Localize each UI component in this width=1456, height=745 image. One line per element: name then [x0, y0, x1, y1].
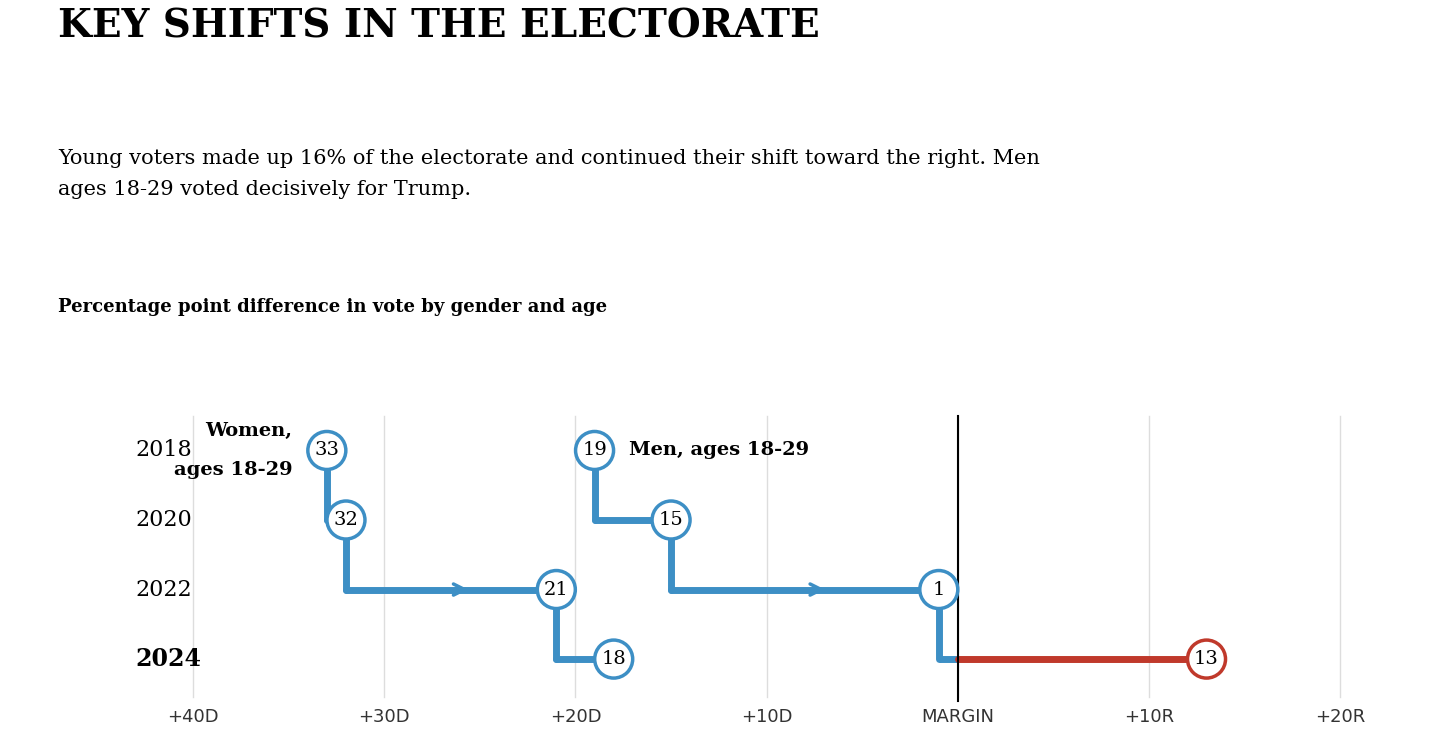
Text: 1: 1	[933, 580, 945, 598]
Text: 2020: 2020	[135, 509, 192, 531]
Ellipse shape	[594, 640, 633, 678]
Text: Women,: Women,	[205, 422, 293, 440]
Text: +40D: +40D	[167, 708, 218, 726]
Ellipse shape	[920, 571, 958, 609]
Text: Young voters made up 16% of the electorate and continued their shift toward the : Young voters made up 16% of the electora…	[58, 149, 1040, 199]
Text: +10D: +10D	[741, 708, 792, 726]
Text: MARGIN: MARGIN	[922, 708, 994, 726]
Text: +20R: +20R	[1315, 708, 1366, 726]
Ellipse shape	[575, 431, 613, 469]
Text: ages 18-29: ages 18-29	[173, 461, 293, 479]
Text: 13: 13	[1194, 650, 1219, 668]
Ellipse shape	[307, 431, 347, 469]
Text: +10R: +10R	[1124, 708, 1174, 726]
Text: 19: 19	[582, 442, 607, 460]
Text: KEY SHIFTS IN THE ELECTORATE: KEY SHIFTS IN THE ELECTORATE	[58, 7, 820, 45]
Text: Percentage point difference in vote by gender and age: Percentage point difference in vote by g…	[58, 298, 607, 316]
Ellipse shape	[1188, 640, 1226, 678]
Text: +20D: +20D	[549, 708, 601, 726]
Text: +30D: +30D	[358, 708, 411, 726]
Text: 2024: 2024	[135, 647, 201, 671]
Ellipse shape	[328, 501, 365, 539]
Text: 2022: 2022	[135, 579, 192, 600]
Text: 18: 18	[601, 650, 626, 668]
Text: Men, ages 18-29: Men, ages 18-29	[629, 442, 810, 460]
Text: 21: 21	[545, 580, 569, 598]
Ellipse shape	[652, 501, 690, 539]
Text: 15: 15	[658, 511, 683, 529]
Text: 2018: 2018	[135, 440, 192, 461]
Ellipse shape	[537, 571, 575, 609]
Text: 32: 32	[333, 511, 358, 529]
Text: 33: 33	[314, 442, 339, 460]
